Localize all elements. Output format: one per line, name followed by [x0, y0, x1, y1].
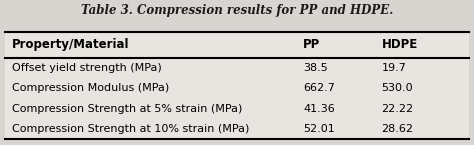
Text: 19.7: 19.7: [382, 63, 406, 73]
Text: Table 3. Compression results for PP and HDPE.: Table 3. Compression results for PP and …: [81, 4, 393, 17]
Text: PP: PP: [303, 38, 320, 51]
Text: Property/Material: Property/Material: [12, 38, 129, 51]
Text: 22.22: 22.22: [382, 104, 414, 114]
Text: Compression Modulus (MPa): Compression Modulus (MPa): [12, 84, 169, 93]
Text: 530.0: 530.0: [382, 84, 413, 93]
Text: Compression Strength at 10% strain (MPa): Compression Strength at 10% strain (MPa): [12, 124, 249, 134]
Text: 52.01: 52.01: [303, 124, 335, 134]
Text: 41.36: 41.36: [303, 104, 335, 114]
Text: 662.7: 662.7: [303, 84, 335, 93]
Text: HDPE: HDPE: [382, 38, 418, 51]
Text: Offset yield strength (MPa): Offset yield strength (MPa): [12, 63, 162, 73]
Text: Compression Strength at 5% strain (MPa): Compression Strength at 5% strain (MPa): [12, 104, 242, 114]
Text: 28.62: 28.62: [382, 124, 414, 134]
Text: 38.5: 38.5: [303, 63, 328, 73]
Bar: [5, 32, 469, 139]
